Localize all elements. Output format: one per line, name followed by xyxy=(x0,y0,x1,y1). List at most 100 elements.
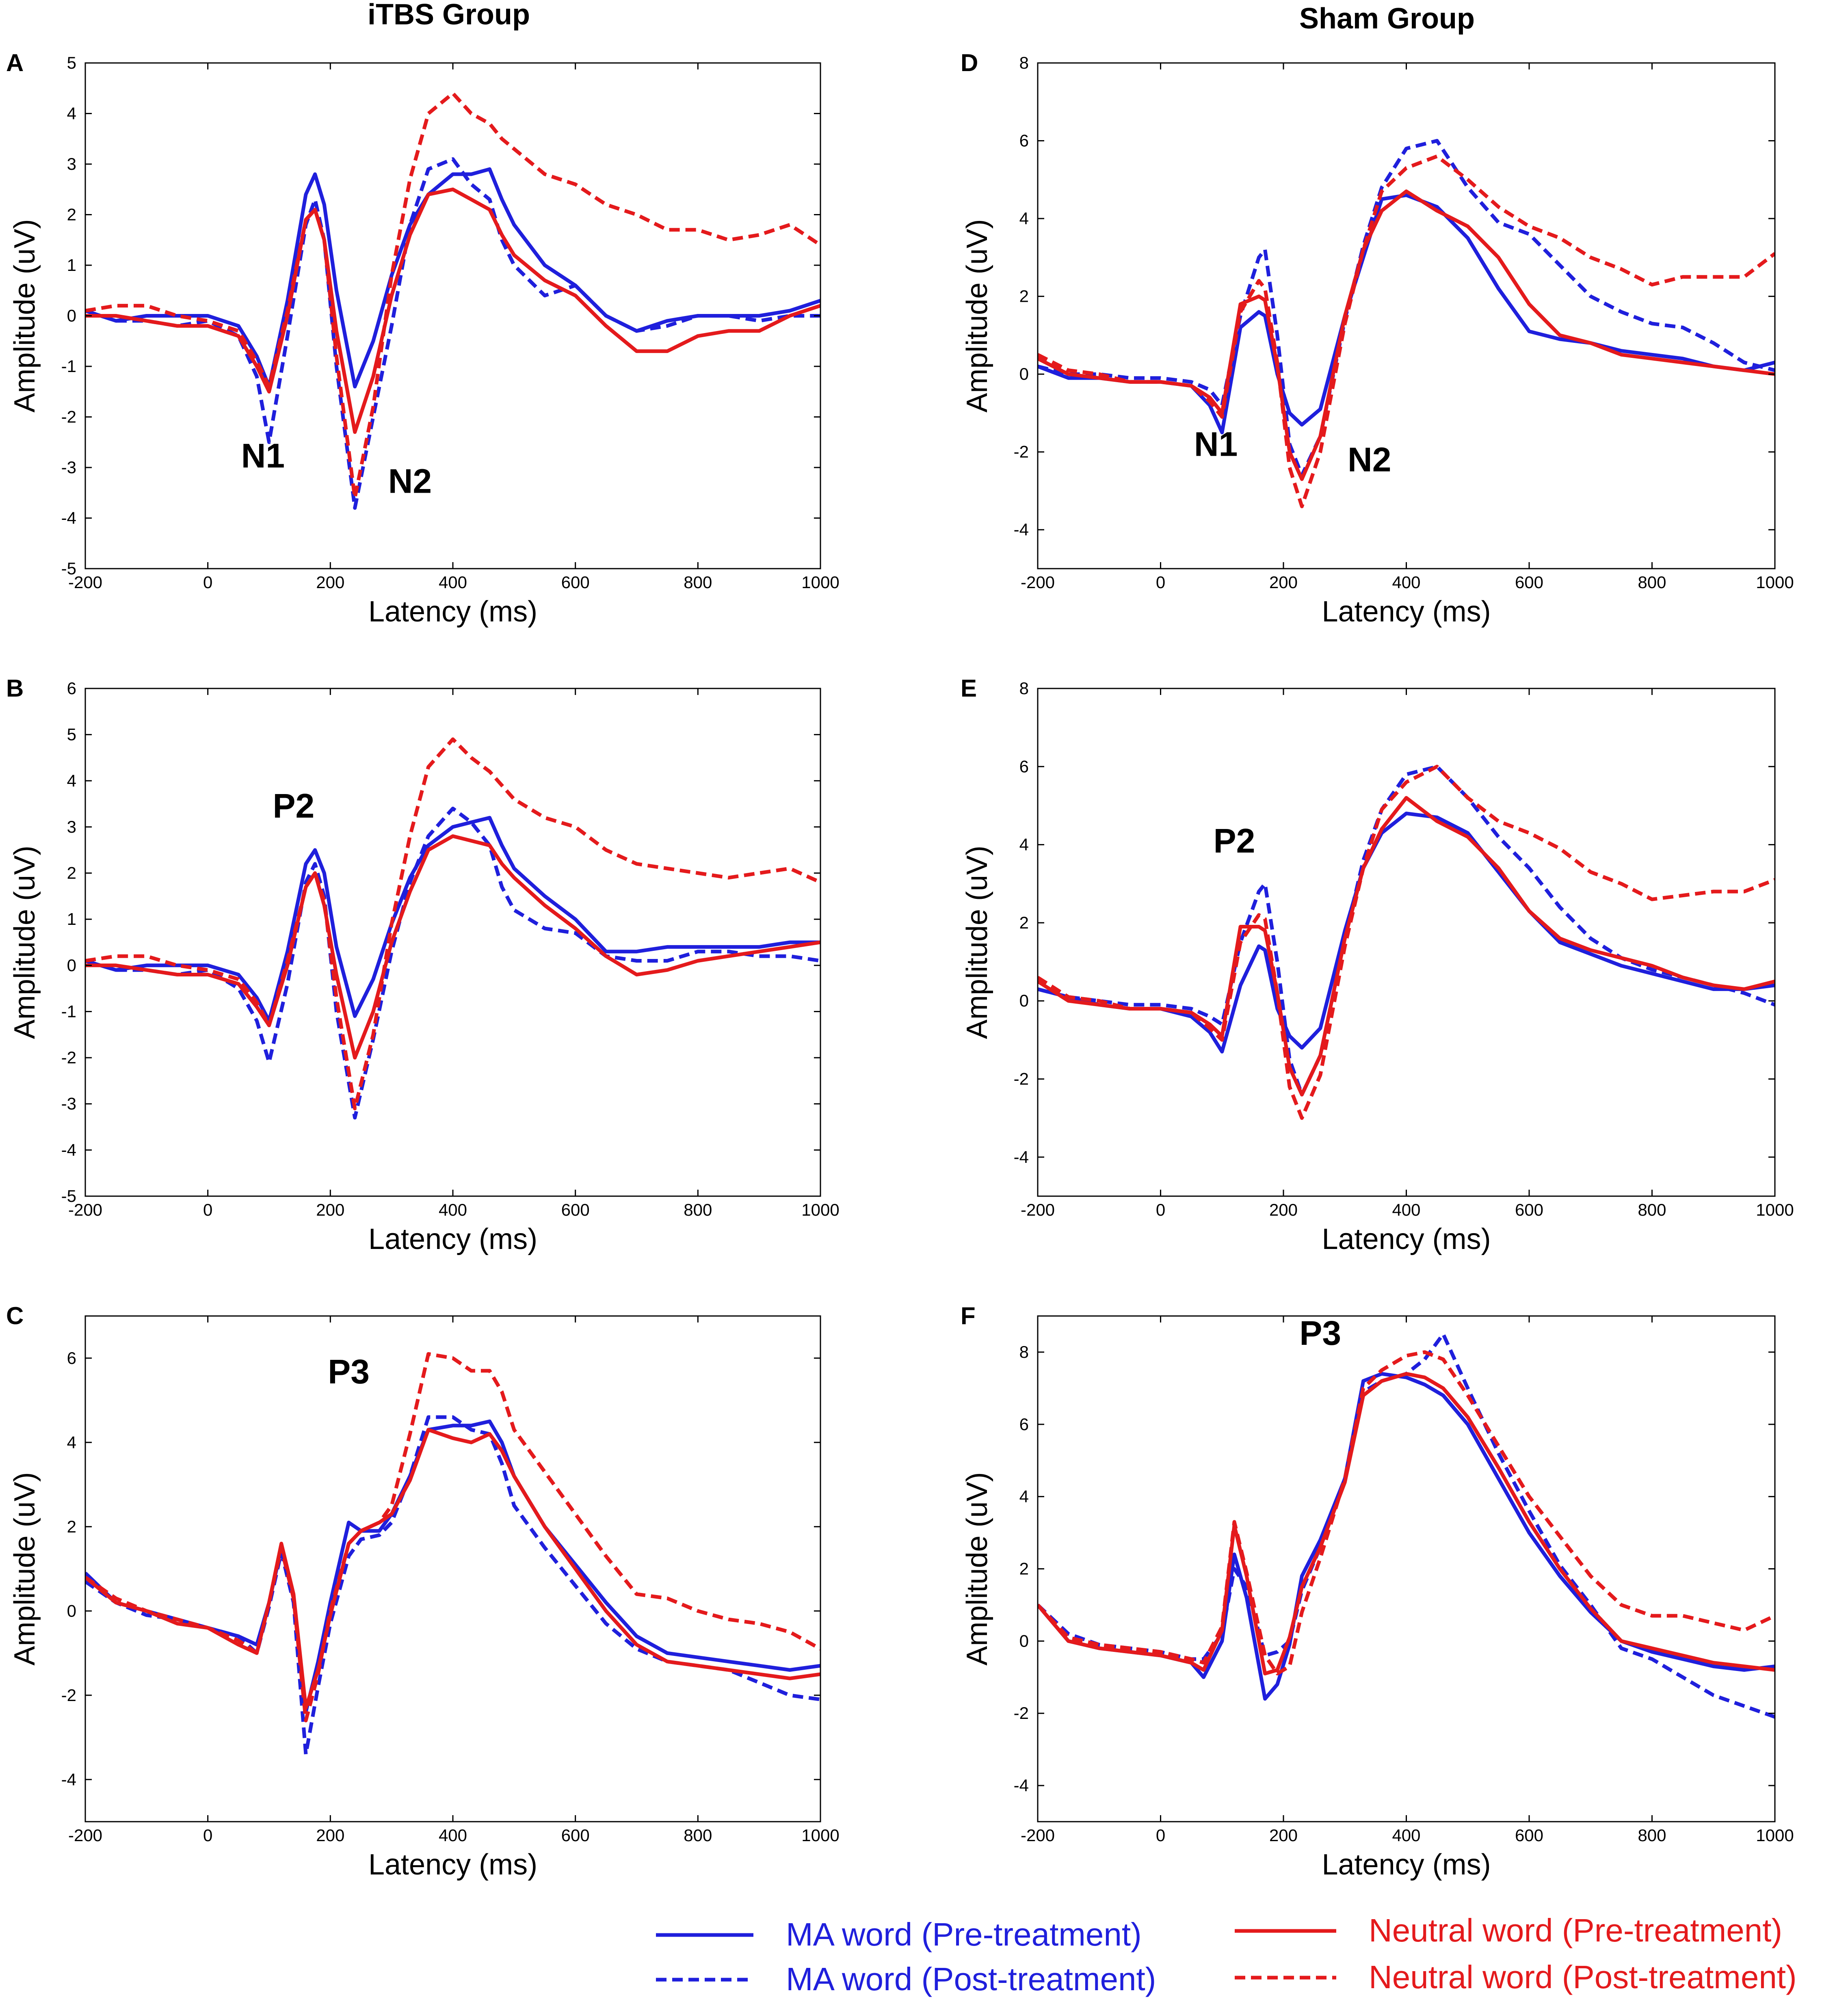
y-tick-label: 8 xyxy=(1019,53,1029,72)
x-tick-label: 200 xyxy=(316,1200,344,1219)
axes-frame xyxy=(84,688,821,1197)
series-line-1 xyxy=(85,167,820,389)
y-tick-label: -4 xyxy=(61,509,76,528)
y-tick-label: 2 xyxy=(67,205,76,224)
x-tick-label: 0 xyxy=(1156,1826,1165,1845)
x-tick-label: -200 xyxy=(1021,1826,1055,1845)
series-line-2 xyxy=(1038,764,1775,1097)
x-tick-label: 600 xyxy=(561,1200,590,1219)
x-tick-label: -200 xyxy=(68,1200,102,1219)
sham-group-title: Sham Group xyxy=(1299,2,1475,35)
y-tick-label: 6 xyxy=(67,1348,76,1368)
y-tick-label: 4 xyxy=(67,1433,76,1452)
series-group xyxy=(85,91,820,510)
x-tick-label: 0 xyxy=(203,573,212,592)
y-tick-label: -4 xyxy=(1014,1147,1029,1167)
x-axis-label: Latency (ms) xyxy=(368,595,537,628)
y-tick-label: 4 xyxy=(67,104,76,123)
y-tick-label: 0 xyxy=(1019,364,1029,383)
panel-letter: F xyxy=(961,1302,976,1329)
x-tick-label: 1000 xyxy=(1756,1826,1794,1845)
series-line-4 xyxy=(85,91,820,500)
series-group xyxy=(1038,1332,1775,1719)
series-group xyxy=(85,1352,820,1756)
x-tick-label: 200 xyxy=(1269,1200,1298,1219)
x-tick-label: 800 xyxy=(1638,1826,1666,1845)
y-tick-label: 4 xyxy=(1019,209,1029,228)
component-label-n2: N2 xyxy=(1348,441,1391,479)
y-tick-label: 4 xyxy=(1019,835,1029,854)
x-tick-label: 200 xyxy=(316,573,344,592)
y-axis-label: Amplitude (uV) xyxy=(961,1472,993,1665)
legend: MA word (Pre-treatment) MA word (Post-tre… xyxy=(656,1912,1797,1997)
panels: A-200 0 200 400 600 800 1000-5-4-3-2-1012345La… xyxy=(6,49,1794,1881)
series-line-4 xyxy=(1038,1350,1775,1675)
series-line-3 xyxy=(85,187,820,434)
x-tick-label: 1000 xyxy=(1756,1200,1794,1219)
x-tick-label: 400 xyxy=(1392,1826,1420,1845)
axes-frame xyxy=(1037,688,1776,1197)
series-line-1 xyxy=(1038,193,1775,435)
x-tick-label: -200 xyxy=(68,1826,102,1845)
panel-e: E -200 0 200 400 600 800 1000 -4 -2 0 2 4 6 8 Latency (… xyxy=(961,675,1794,1255)
x-tick-label: 800 xyxy=(684,573,712,592)
panel-letter: A xyxy=(6,49,24,76)
component-label-p3: P3 xyxy=(1299,1314,1341,1352)
x-tick-label: 1000 xyxy=(801,1826,839,1845)
y-tick-label: 3 xyxy=(67,817,76,836)
series-line-2 xyxy=(85,157,820,510)
y-tick-label: 2 xyxy=(67,864,76,883)
x-tick-label: -200 xyxy=(1021,573,1055,592)
x-tick-label: 600 xyxy=(1515,1826,1543,1845)
axes-frame xyxy=(1037,1315,1776,1822)
x-tick-label: 200 xyxy=(1269,573,1298,592)
y-tick-label: 0 xyxy=(1019,1631,1029,1650)
series-line-4 xyxy=(1038,764,1775,1120)
x-tick-label: 800 xyxy=(684,1200,712,1219)
component-label-p2: P2 xyxy=(1214,822,1255,860)
x-axis-label: Latency (ms) xyxy=(1322,1848,1491,1881)
x-tick-label: 0 xyxy=(203,1200,212,1219)
y-tick-label: 6 xyxy=(1019,757,1029,776)
panel-d: D -200 0 200 400 600 800 1000 -4 -2 0 2 4 6 8 Latency (… xyxy=(961,49,1794,628)
y-tick-label: 2 xyxy=(1019,1559,1029,1578)
x-tick-label: 0 xyxy=(1156,1200,1165,1219)
x-axis-label: Latency (ms) xyxy=(368,1848,537,1881)
x-tick-label: 400 xyxy=(439,573,467,592)
y-tick-label: -2 xyxy=(1014,1069,1029,1089)
y-tick-label: -4 xyxy=(61,1770,76,1789)
legend-label-2: MA word (Post-treatment) xyxy=(786,1961,1156,1997)
series-group xyxy=(1038,764,1775,1120)
y-tick-label: 3 xyxy=(67,154,76,173)
y-tick-label: 1 xyxy=(67,909,76,929)
series-line-3 xyxy=(85,834,820,1060)
panel-letter: B xyxy=(6,675,24,702)
y-tick-label: -1 xyxy=(61,357,76,376)
x-tick-label: -200 xyxy=(68,573,102,592)
y-tick-label: 6 xyxy=(1019,1415,1029,1434)
y-axis-label: Amplitude (uV) xyxy=(9,219,41,412)
x-tick-label: 200 xyxy=(316,1826,344,1845)
component-label-p2: P2 xyxy=(273,787,314,825)
x-axis-label: Latency (ms) xyxy=(1322,595,1491,628)
axes-frame xyxy=(84,1315,821,1822)
x-tick-label: 800 xyxy=(1638,1200,1666,1219)
axes-frame xyxy=(1037,62,1776,569)
panel-letter: D xyxy=(961,49,978,76)
y-tick-label: 5 xyxy=(67,53,76,72)
y-tick-label: -2 xyxy=(61,1048,76,1067)
y-axis-label: Amplitude (uV) xyxy=(961,846,993,1039)
itbs-group-title: iTBS Group xyxy=(368,0,530,31)
series-line-4 xyxy=(85,737,820,1110)
series-line-4 xyxy=(85,1352,820,1723)
y-tick-label: 0 xyxy=(1019,991,1029,1010)
y-tick-label: 2 xyxy=(1019,913,1029,932)
x-tick-label: 600 xyxy=(1515,1200,1543,1219)
x-tick-label: 1000 xyxy=(801,573,839,592)
x-tick-label: -200 xyxy=(1021,1200,1055,1219)
panel-c: C -200 0 200 400 600 800 1000 -4 -2 0 2 4 6 Latency (m… xyxy=(6,1302,840,1881)
y-tick-label: -5 xyxy=(61,1186,76,1206)
series-line-3 xyxy=(1038,189,1775,481)
y-tick-label: 8 xyxy=(1019,1342,1029,1361)
series-group xyxy=(1038,139,1775,509)
